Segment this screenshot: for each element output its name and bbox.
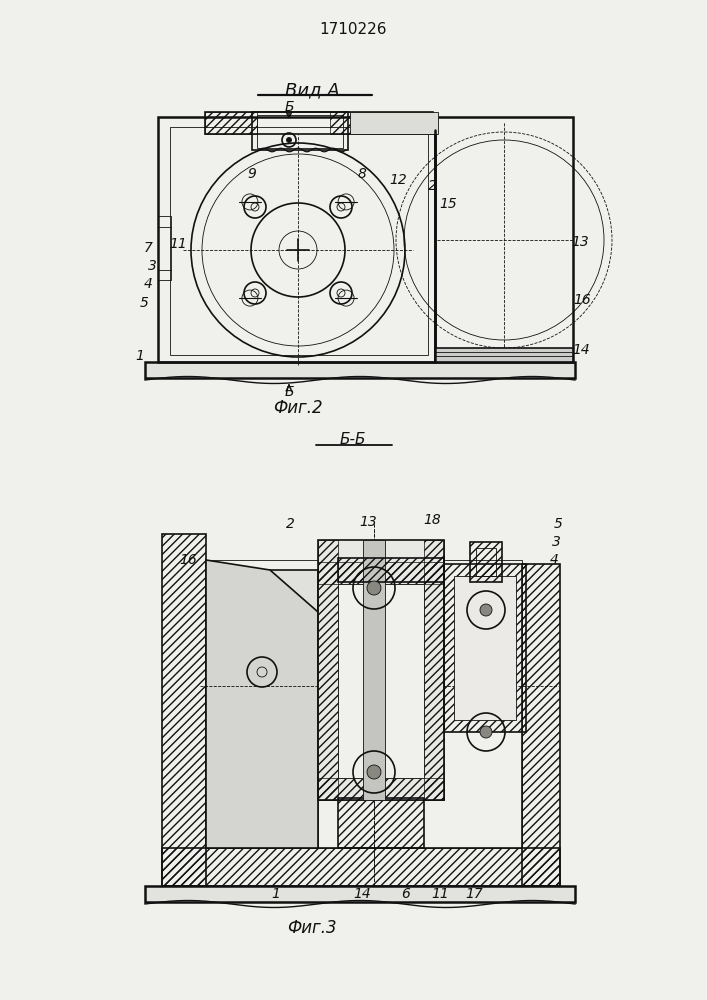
Bar bbox=[363, 540, 385, 800]
Text: Б: Б bbox=[284, 100, 293, 114]
Bar bbox=[162, 848, 560, 886]
Text: 6: 6 bbox=[402, 887, 411, 901]
Text: 18: 18 bbox=[423, 513, 441, 527]
Bar bbox=[257, 115, 343, 148]
Text: Вид A: Вид A bbox=[285, 81, 339, 99]
Bar bbox=[330, 112, 433, 134]
Bar bbox=[350, 112, 438, 134]
Bar bbox=[318, 562, 444, 584]
Text: 15: 15 bbox=[439, 197, 457, 211]
Text: Фиг.3: Фиг.3 bbox=[287, 919, 337, 937]
Bar bbox=[470, 542, 502, 582]
Bar bbox=[145, 886, 575, 902]
Bar bbox=[338, 798, 424, 848]
Text: 17: 17 bbox=[465, 887, 483, 901]
Text: 1: 1 bbox=[136, 349, 144, 363]
Bar bbox=[318, 778, 444, 800]
Text: 13: 13 bbox=[571, 235, 589, 249]
Bar bbox=[158, 216, 171, 280]
Text: 5: 5 bbox=[554, 517, 563, 531]
Text: Б-Б: Б-Б bbox=[340, 432, 366, 448]
Circle shape bbox=[367, 765, 381, 779]
Bar bbox=[338, 584, 424, 778]
Text: 14: 14 bbox=[572, 343, 590, 357]
Circle shape bbox=[367, 581, 381, 595]
Bar bbox=[424, 540, 444, 800]
Polygon shape bbox=[206, 570, 318, 848]
Bar bbox=[318, 540, 338, 800]
Text: 14: 14 bbox=[353, 887, 371, 901]
Bar bbox=[444, 564, 526, 732]
Text: 1710226: 1710226 bbox=[320, 22, 387, 37]
Bar bbox=[205, 112, 433, 134]
Text: Б: Б bbox=[284, 385, 293, 399]
Circle shape bbox=[480, 604, 492, 616]
Text: 4: 4 bbox=[549, 553, 559, 567]
Polygon shape bbox=[206, 560, 318, 848]
Text: 2: 2 bbox=[428, 179, 436, 193]
Circle shape bbox=[286, 137, 291, 142]
Text: 11: 11 bbox=[169, 237, 187, 251]
Bar bbox=[205, 112, 257, 134]
Bar bbox=[206, 560, 522, 848]
Text: Фиг.2: Фиг.2 bbox=[273, 399, 323, 417]
Bar bbox=[162, 534, 206, 886]
Text: 4: 4 bbox=[144, 277, 153, 291]
Bar bbox=[476, 548, 496, 576]
Bar bbox=[338, 558, 444, 582]
Text: 12: 12 bbox=[389, 173, 407, 187]
Text: 11: 11 bbox=[431, 887, 449, 901]
Bar bbox=[170, 127, 428, 355]
Bar bbox=[252, 112, 348, 150]
Text: 1: 1 bbox=[271, 887, 281, 901]
Text: 9: 9 bbox=[247, 167, 257, 181]
Circle shape bbox=[480, 726, 492, 738]
Text: 7: 7 bbox=[144, 241, 153, 255]
Text: 2: 2 bbox=[286, 517, 294, 531]
Text: 3: 3 bbox=[148, 259, 156, 273]
Bar bbox=[454, 576, 516, 720]
Bar bbox=[318, 540, 444, 800]
Bar bbox=[435, 117, 573, 362]
Text: 3: 3 bbox=[551, 535, 561, 549]
Text: 5: 5 bbox=[139, 296, 148, 310]
Bar bbox=[145, 362, 575, 378]
Bar bbox=[158, 117, 435, 362]
Bar bbox=[522, 564, 560, 886]
Text: 16: 16 bbox=[573, 293, 591, 307]
Bar bbox=[435, 348, 573, 362]
Text: 8: 8 bbox=[358, 167, 366, 181]
Text: 13: 13 bbox=[359, 515, 377, 529]
Text: 16: 16 bbox=[179, 553, 197, 567]
